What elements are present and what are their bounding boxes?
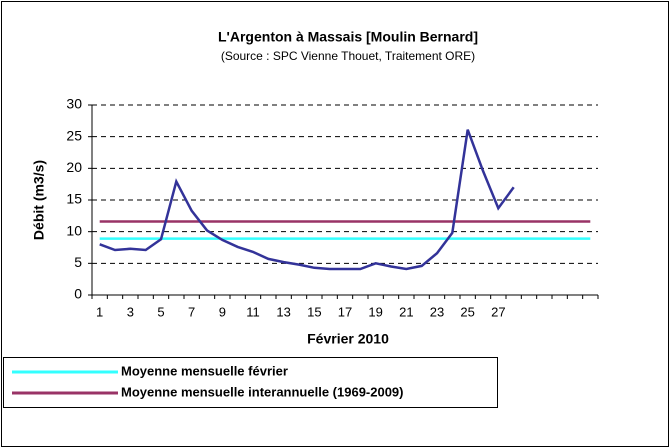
y-axis-label: Débit (m3/s) bbox=[31, 160, 47, 240]
x-tick-label: 5 bbox=[157, 304, 164, 319]
chart-subtitle: (Source : SPC Vienne Thouet, Traitement … bbox=[221, 49, 475, 63]
data-line bbox=[99, 129, 515, 271]
x-tick-label: 25 bbox=[460, 304, 474, 319]
y-tick-label: 15 bbox=[66, 191, 82, 207]
x-tick-label: 15 bbox=[307, 304, 321, 319]
x-tick-label: 1 bbox=[96, 304, 103, 319]
x-tick-label: 3 bbox=[127, 304, 134, 319]
x-tick-label: 23 bbox=[430, 304, 444, 319]
legend-label: Moyenne mensuelle interannuelle (1969-20… bbox=[121, 384, 404, 399]
x-tick-label: 7 bbox=[188, 304, 195, 319]
y-tick-label: 20 bbox=[66, 159, 82, 175]
x-tick-label: 11 bbox=[246, 304, 260, 319]
legend-box bbox=[3, 357, 498, 408]
x-tick-label: 9 bbox=[219, 304, 226, 319]
y-tick-label: 10 bbox=[66, 222, 82, 238]
y-tick-label: 5 bbox=[74, 254, 82, 270]
chart-title: L'Argenton à Massais [Moulin Bernard] bbox=[218, 29, 478, 45]
y-tick-label: 0 bbox=[74, 286, 82, 302]
x-axis-label: Février 2010 bbox=[307, 331, 389, 347]
x-tick-label: 21 bbox=[399, 304, 413, 319]
y-tick-label: 25 bbox=[66, 127, 82, 143]
x-tick-label: 13 bbox=[276, 304, 290, 319]
legend-label: Moyenne mensuelle février bbox=[121, 363, 288, 378]
x-tick-label: 19 bbox=[368, 304, 382, 319]
y-tick-label: 30 bbox=[66, 96, 82, 112]
x-tick-label: 17 bbox=[338, 304, 352, 319]
x-tick-label: 27 bbox=[491, 304, 505, 319]
